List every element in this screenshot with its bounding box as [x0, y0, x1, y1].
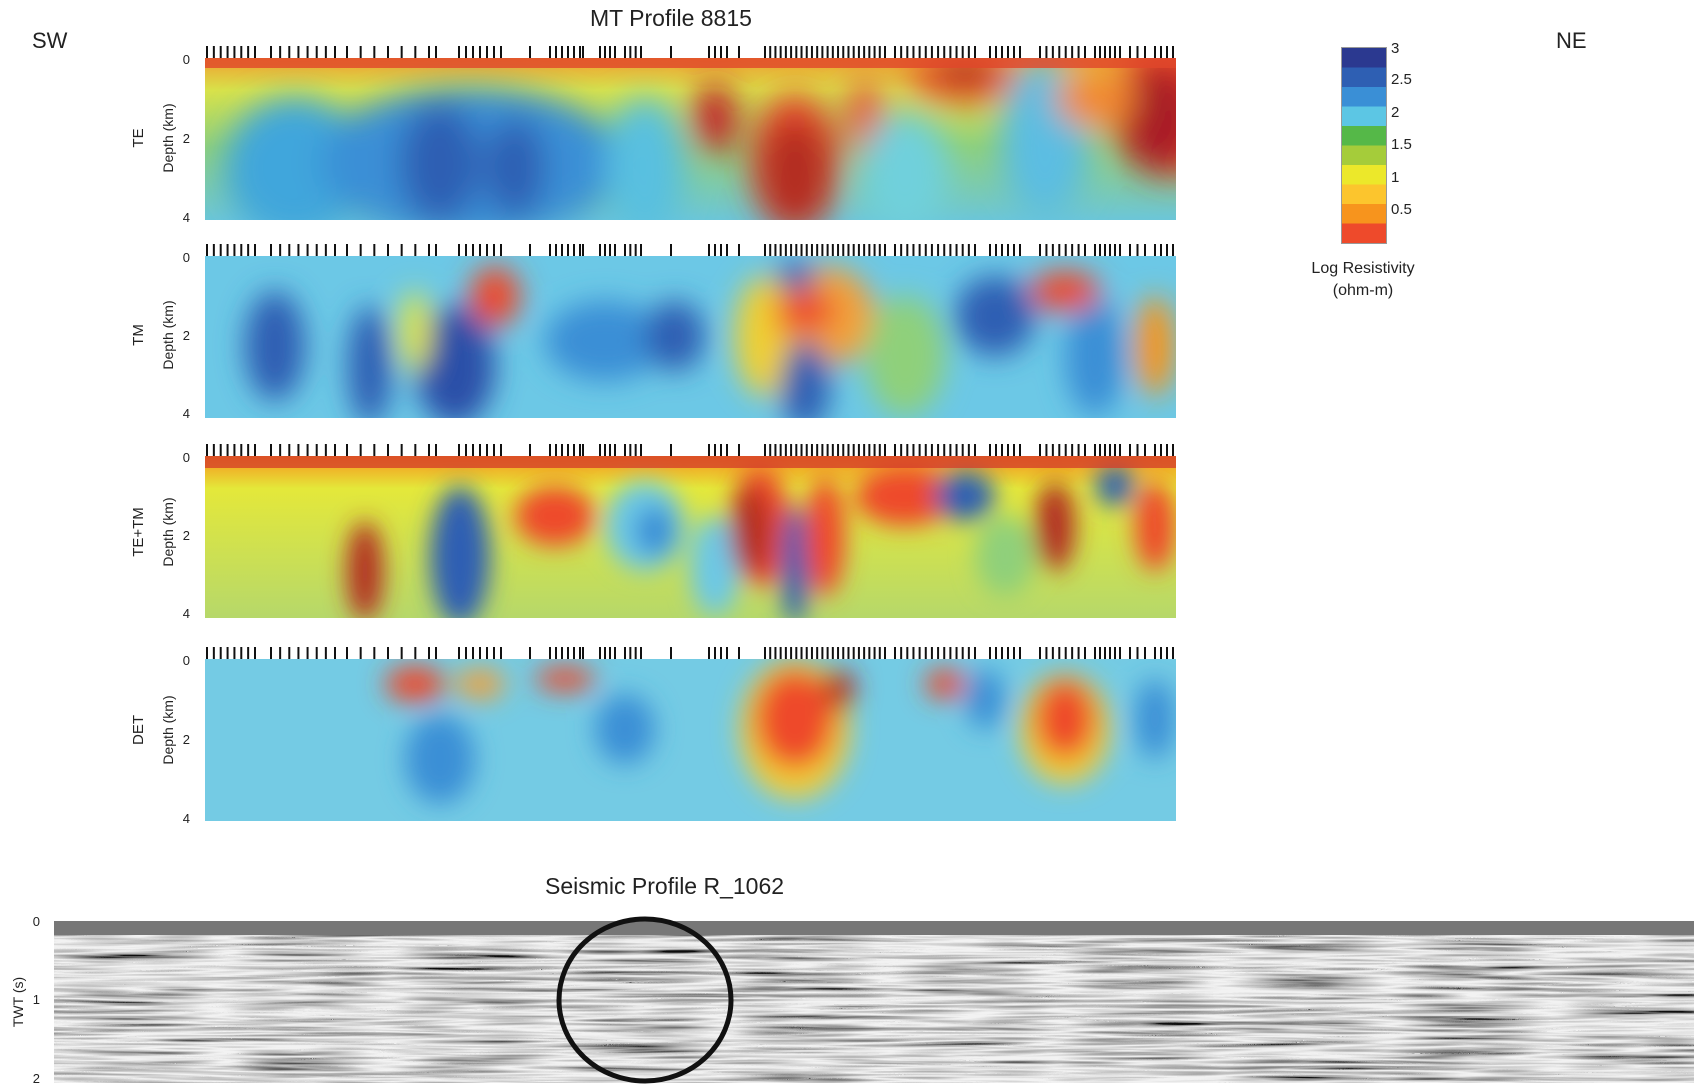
resistivity-section-tm [205, 256, 1176, 418]
station-ticks [206, 444, 1174, 456]
panel-name-te: TE [130, 128, 147, 148]
ne-direction-label: NE [1556, 28, 1587, 53]
colorbar-gradient [1341, 47, 1387, 244]
depth-tick-0: 0 [182, 52, 190, 67]
seismic-title: Seismic Profile R_1062 [545, 873, 785, 899]
colorbar-tick: 2 [1391, 104, 1400, 121]
colorbar-tick: 2.5 [1391, 71, 1412, 88]
depth-tick-2: 2 [182, 732, 190, 747]
depth-tick-0: 0 [182, 450, 190, 465]
mt-profile-title: MT Profile 8815 [590, 5, 752, 31]
panel-name-det: DET [130, 715, 147, 745]
depth-tick-2: 2 [182, 528, 190, 543]
twt-tick-2: 2 [32, 1071, 40, 1086]
colorbar-label: Log Resistivity [1311, 260, 1415, 277]
panel-name-tm: TM [130, 324, 147, 346]
depth-tick-0: 0 [182, 250, 190, 265]
colorbar-tick: 0.5 [1391, 201, 1412, 218]
resistivity-section-det [205, 659, 1176, 821]
depth-tick-4: 4 [182, 406, 190, 421]
station-ticks [206, 647, 1174, 659]
depth-axis-label: Depth (km) [160, 695, 176, 765]
depth-tick-4: 4 [182, 606, 190, 621]
panel-name-te-tm: TE+TM [130, 507, 147, 557]
colorbar-unit: (ohm-m) [1332, 282, 1394, 299]
depth-tick-2: 2 [182, 328, 190, 343]
station-ticks [206, 244, 1174, 256]
depth-tick-4: 4 [182, 811, 190, 826]
station-ticks [206, 46, 1174, 58]
sw-direction-label: SW [32, 28, 68, 53]
twt-tick-0: 0 [32, 914, 40, 929]
resistivity-section-te [205, 58, 1176, 220]
highlight-circle [556, 916, 734, 1084]
colorbar-tick: 1.5 [1391, 136, 1412, 153]
depth-tick-0: 0 [182, 653, 190, 668]
colorbar-tick: 3 [1391, 40, 1400, 57]
twt-tick-1: 1 [32, 992, 40, 1007]
colorbar-tick: 1 [1391, 169, 1400, 186]
resistivity-section-te-tm [205, 456, 1176, 618]
seismic-image [54, 921, 1694, 1083]
depth-tick-4: 4 [182, 210, 190, 225]
depth-tick-2: 2 [182, 131, 190, 146]
